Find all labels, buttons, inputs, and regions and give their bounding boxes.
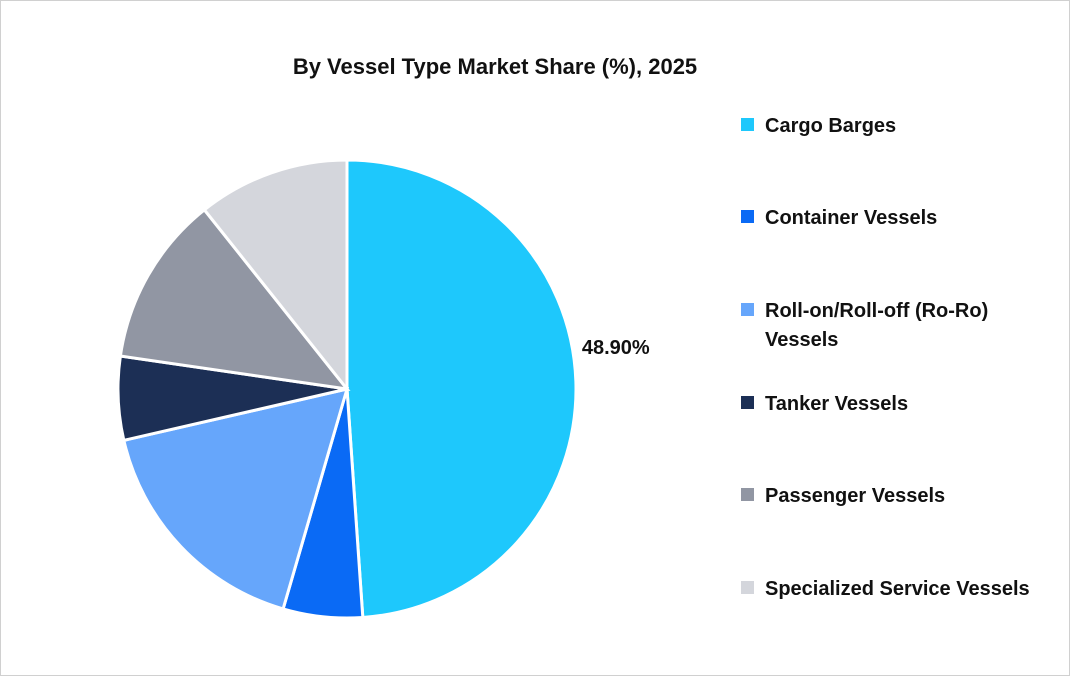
- legend-item: Container Vessels: [741, 204, 1041, 233]
- pie-slice: [345, 158, 578, 620]
- pie-slice: [202, 158, 349, 394]
- legend-label: Container Vessels: [765, 207, 938, 229]
- legend-swatch: [741, 210, 754, 223]
- chart-title: By Vessel Type Market Share (%), 2025: [293, 54, 697, 79]
- pie-slice: [118, 207, 351, 392]
- legend-swatch: [741, 303, 754, 316]
- legend-label: Tanker Vessels: [765, 393, 909, 415]
- pie-slice: [122, 386, 350, 611]
- data-label: 48.90%: [582, 337, 650, 359]
- legend-item: Cargo Barges: [741, 112, 1041, 141]
- legend-swatch: [741, 118, 754, 131]
- legend-item: Tanker Vessels: [741, 390, 1041, 419]
- legend-label: Passenger Vessels: [765, 485, 946, 507]
- legend-item: Passenger Vessels: [741, 482, 1041, 511]
- legend-label: Cargo Barges: [765, 115, 897, 137]
- legend-swatch: [741, 396, 754, 409]
- legend-swatch: [741, 488, 754, 501]
- legend-item: Roll-on/Roll-off (Ro-Ro) Vessels: [741, 297, 1041, 355]
- legend-label: Roll-on/Roll-off (Ro-Ro) Vessels: [765, 300, 989, 351]
- legend-swatch: [741, 581, 754, 594]
- legend-item: Specialized Service Vessels: [741, 575, 1041, 604]
- legend-label: Specialized Service Vessels: [765, 578, 1030, 600]
